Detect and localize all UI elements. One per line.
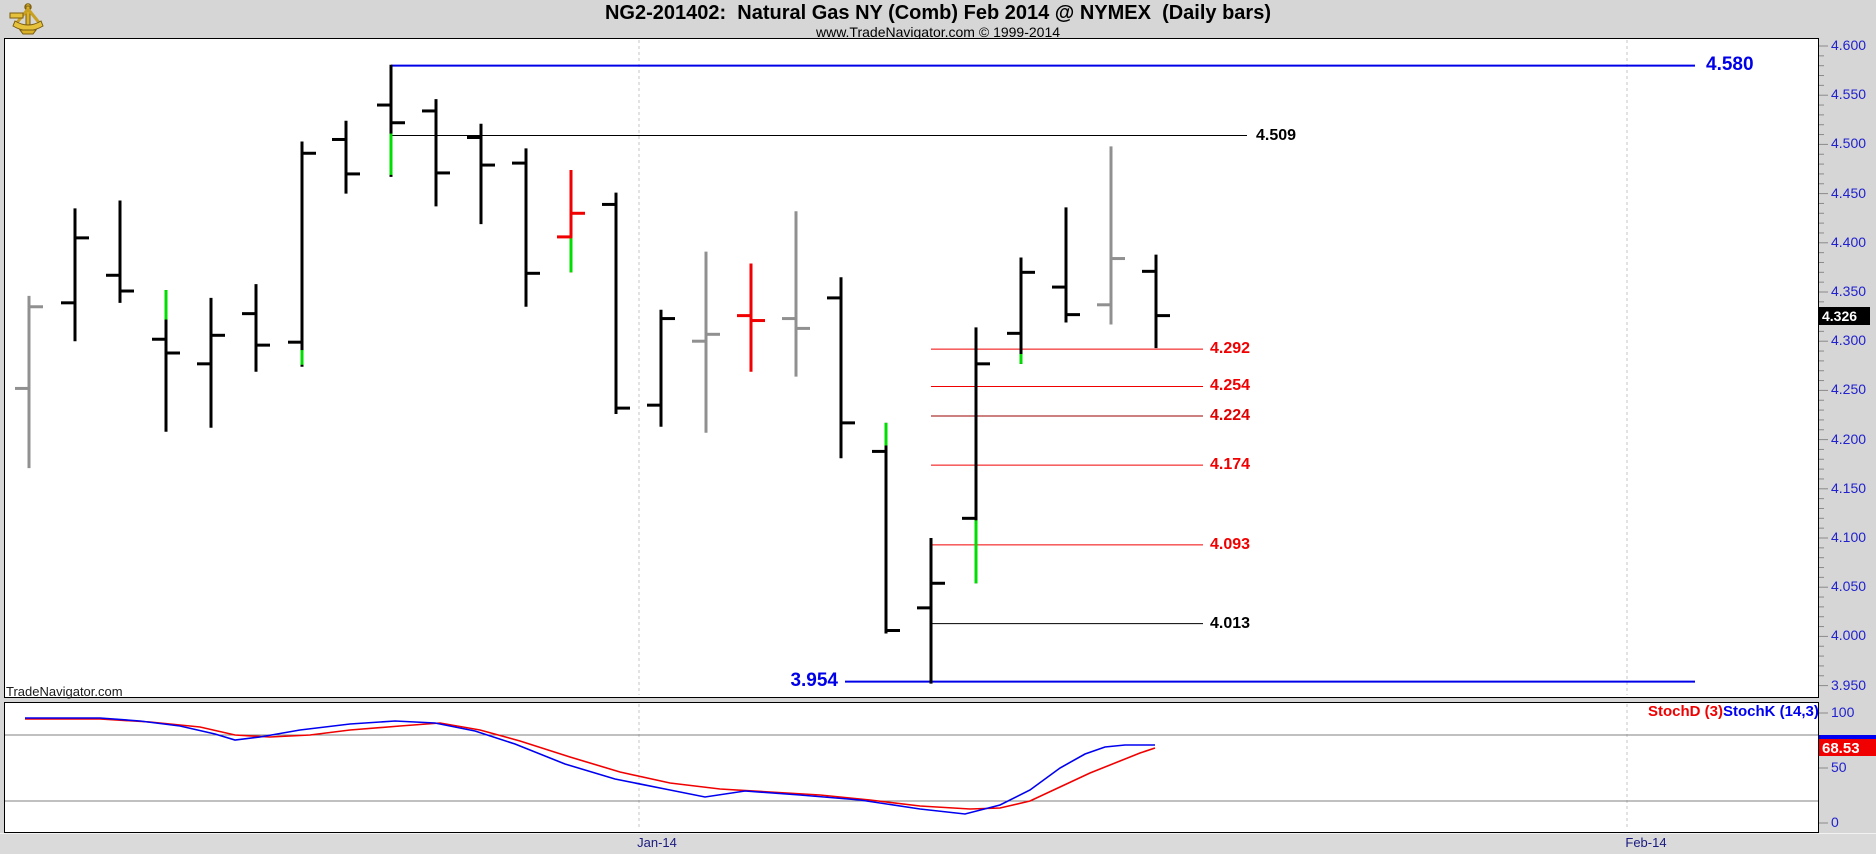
chart-subtitle: www.TradeNavigator.com © 1999-2014: [815, 24, 1061, 40]
trade-navigator-logo-icon: [8, 2, 48, 41]
chart-title: NG2-201402: Natural Gas NY (Comb) Feb 20…: [604, 2, 1271, 24]
price-chart-panel[interactable]: [4, 38, 1819, 698]
stochastic-panel[interactable]: [4, 702, 1819, 833]
price-axis[interactable]: [1819, 38, 1876, 833]
date-axis: [0, 833, 1876, 854]
